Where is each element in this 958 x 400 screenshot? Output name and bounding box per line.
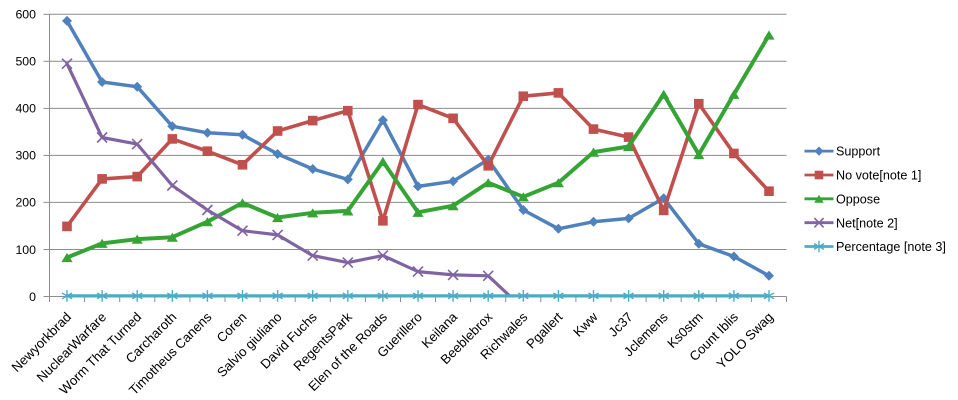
- svg-text:Support: Support: [836, 145, 881, 159]
- svg-text:100: 100: [15, 243, 36, 257]
- svg-text:500: 500: [15, 55, 36, 69]
- svg-text:400: 400: [15, 102, 36, 116]
- svg-text:300: 300: [15, 149, 36, 163]
- svg-text:Percentage [note 3]: Percentage [note 3]: [836, 240, 946, 254]
- svg-text:No vote[note 1]: No vote[note 1]: [836, 169, 921, 183]
- svg-text:Oppose: Oppose: [836, 192, 880, 206]
- svg-text:Net[note 2]: Net[note 2]: [836, 216, 898, 230]
- svg-text:600: 600: [15, 8, 36, 22]
- svg-text:200: 200: [15, 196, 36, 210]
- svg-text:0: 0: [29, 290, 36, 304]
